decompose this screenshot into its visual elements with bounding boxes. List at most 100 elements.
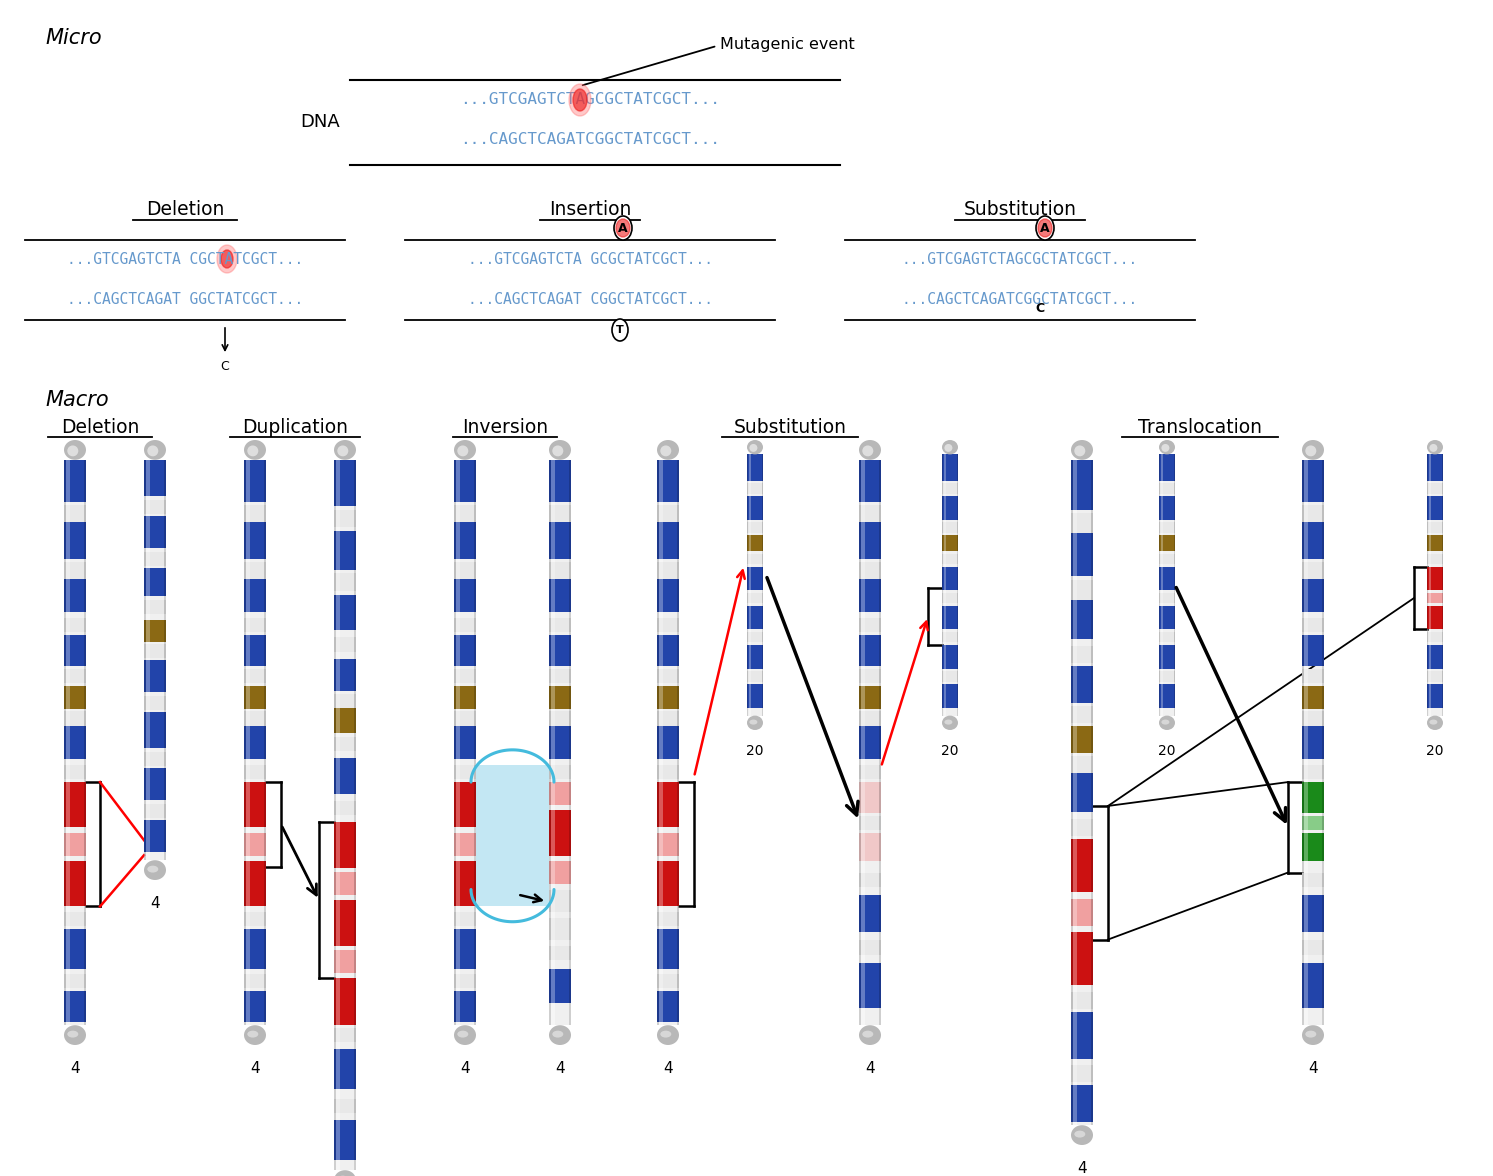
- Bar: [454, 619, 455, 633]
- Bar: [334, 1121, 355, 1160]
- Bar: [660, 929, 663, 969]
- Bar: [879, 579, 881, 613]
- Bar: [1091, 533, 1093, 576]
- Bar: [454, 505, 455, 522]
- Bar: [457, 833, 460, 856]
- Bar: [1323, 522, 1324, 559]
- Bar: [66, 913, 70, 927]
- Bar: [1070, 726, 1093, 753]
- Bar: [336, 1028, 340, 1042]
- Bar: [858, 873, 881, 887]
- Bar: [143, 696, 146, 710]
- Bar: [1070, 933, 1073, 985]
- Bar: [243, 711, 266, 726]
- Bar: [1159, 554, 1175, 564]
- Bar: [243, 635, 246, 666]
- Bar: [1429, 684, 1432, 708]
- Bar: [569, 711, 570, 726]
- Bar: [879, 686, 881, 709]
- Bar: [334, 509, 355, 527]
- Bar: [64, 833, 87, 856]
- Bar: [1305, 460, 1308, 502]
- Bar: [243, 686, 266, 709]
- Bar: [1070, 726, 1073, 753]
- Bar: [1302, 782, 1303, 813]
- Bar: [143, 516, 146, 548]
- Bar: [879, 941, 881, 955]
- Bar: [1429, 671, 1432, 682]
- Bar: [246, 974, 251, 989]
- Bar: [336, 871, 340, 895]
- Bar: [84, 913, 87, 927]
- Bar: [748, 454, 751, 716]
- Bar: [164, 768, 166, 800]
- Bar: [454, 505, 476, 522]
- Bar: [246, 861, 251, 907]
- Bar: [475, 635, 476, 666]
- Bar: [164, 552, 166, 566]
- Bar: [243, 505, 266, 522]
- Bar: [858, 562, 881, 579]
- Bar: [861, 816, 864, 830]
- Ellipse shape: [1302, 440, 1324, 460]
- Bar: [454, 686, 476, 709]
- Bar: [66, 579, 70, 613]
- Bar: [1427, 606, 1444, 629]
- Bar: [879, 619, 881, 633]
- Bar: [1302, 895, 1303, 931]
- Bar: [334, 737, 336, 751]
- Bar: [657, 669, 679, 683]
- Bar: [549, 460, 551, 1025]
- Bar: [66, 711, 70, 726]
- Bar: [264, 522, 266, 559]
- Bar: [1073, 460, 1076, 509]
- Bar: [660, 562, 663, 579]
- Bar: [551, 460, 555, 1025]
- Bar: [454, 619, 476, 633]
- Bar: [143, 460, 146, 860]
- Bar: [549, 946, 570, 960]
- Bar: [1159, 684, 1175, 708]
- Bar: [454, 782, 455, 827]
- Bar: [454, 974, 476, 989]
- Bar: [475, 505, 476, 522]
- Bar: [1305, 816, 1308, 830]
- Bar: [551, 889, 555, 913]
- Bar: [660, 619, 663, 633]
- Bar: [1323, 505, 1324, 522]
- Bar: [1070, 820, 1073, 836]
- Bar: [1305, 460, 1308, 1025]
- Text: Inversion: Inversion: [461, 417, 548, 437]
- Bar: [1323, 460, 1324, 1025]
- Bar: [336, 759, 340, 794]
- Bar: [569, 460, 570, 502]
- Bar: [354, 574, 355, 592]
- Bar: [246, 782, 251, 827]
- Bar: [475, 686, 476, 709]
- Bar: [454, 669, 455, 683]
- Bar: [549, 562, 570, 579]
- Bar: [549, 686, 551, 709]
- Bar: [748, 454, 751, 481]
- Bar: [1323, 782, 1324, 813]
- Ellipse shape: [945, 445, 953, 452]
- Bar: [879, 895, 881, 931]
- Ellipse shape: [657, 1025, 679, 1045]
- Bar: [146, 660, 151, 691]
- Bar: [243, 974, 266, 989]
- Bar: [746, 496, 763, 520]
- Bar: [858, 505, 881, 522]
- Bar: [64, 579, 87, 613]
- Bar: [66, 562, 70, 579]
- Ellipse shape: [863, 446, 873, 456]
- Bar: [64, 782, 66, 827]
- Bar: [336, 509, 340, 527]
- Bar: [549, 686, 570, 709]
- Bar: [64, 913, 66, 927]
- Text: 4: 4: [864, 1061, 875, 1076]
- Bar: [942, 454, 959, 481]
- Bar: [858, 522, 881, 559]
- Bar: [64, 991, 87, 1022]
- Bar: [143, 753, 146, 766]
- Bar: [64, 711, 66, 726]
